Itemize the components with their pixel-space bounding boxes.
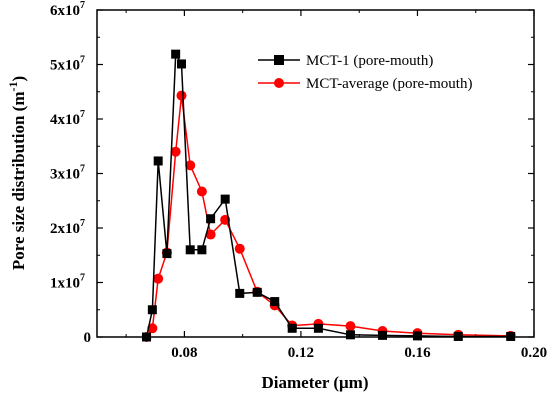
tick-labels: 0.08 0.12 0.16 0.20 0 1x107 2x107 3x107 4x107 5x1… — [50, 0, 547, 361]
legend-marker-mct-average — [274, 78, 284, 88]
data-point-mct-average — [153, 273, 164, 284]
data-point-mct-1 — [162, 249, 172, 259]
legend-label-mct-average: MCT-average (pore-mouth) — [306, 76, 472, 92]
data-point-mct-average — [185, 160, 196, 171]
y-axis-label-exponent: -1 — [6, 82, 20, 92]
data-point-mct-average — [196, 186, 207, 197]
legend: MCT-1 (pore-mouth) MCT-average (pore-mou… — [258, 53, 472, 92]
data-point-mct-1 — [287, 323, 297, 333]
data-point-mct-average — [205, 229, 216, 240]
data-point-mct-1 — [453, 331, 463, 341]
series-line-mct-1 — [145, 51, 511, 338]
y-axis-label-close: ) — [9, 76, 28, 82]
y-tick-label: 6x107 — [50, 0, 85, 19]
data-point-mct-1 — [142, 332, 152, 342]
legend-label-mct-1: MCT-1 (pore-mouth) — [306, 53, 433, 69]
data-point-mct-1 — [345, 330, 355, 340]
y-tick-label: 3x107 — [50, 164, 85, 183]
data-point-mct-1 — [313, 323, 323, 333]
x-axis-label: Diameter (μm) — [261, 373, 368, 392]
data-point-mct-1 — [252, 287, 262, 297]
data-point-mct-1 — [378, 330, 388, 340]
y-tick-label: 2x107 — [50, 218, 85, 237]
data-point-mct-1 — [176, 59, 186, 69]
data-point-mct-1 — [206, 214, 216, 224]
y-tick-label: 4x107 — [50, 109, 85, 128]
data-point-mct-1 — [153, 156, 163, 166]
data-point-mct-average — [170, 146, 181, 157]
data-point-mct-1 — [412, 331, 422, 341]
data-point-mct-average — [234, 243, 245, 254]
series-layer — [141, 49, 516, 342]
data-point-mct-average — [147, 323, 158, 334]
y-axis-label-main: Pore size distribution (m — [9, 92, 28, 271]
x-tick-label: 0.16 — [404, 345, 431, 361]
data-point-mct-average — [345, 321, 356, 332]
data-point-mct-1 — [270, 297, 280, 307]
data-point-mct-1 — [235, 288, 245, 298]
data-point-mct-1 — [220, 194, 230, 204]
legend-marker-mct-1 — [274, 55, 284, 65]
data-point-mct-1 — [147, 305, 157, 315]
data-point-mct-1 — [171, 49, 181, 59]
y-tick-label: 0 — [84, 330, 92, 346]
data-point-mct-1 — [197, 245, 207, 255]
y-tick-label: 5x107 — [50, 55, 85, 74]
series-line-mct-average — [145, 95, 511, 338]
x-tick-label: 0.08 — [171, 345, 197, 361]
y-axis-label: Pore size distribution (m-1) — [6, 76, 28, 270]
data-point-mct-1 — [185, 245, 195, 255]
y-tick-label: 1x107 — [50, 273, 85, 292]
data-point-mct-average — [176, 90, 187, 101]
x-tick-label: 0.20 — [521, 345, 547, 361]
x-tick-label: 0.12 — [288, 345, 314, 361]
data-point-mct-1 — [506, 331, 516, 341]
